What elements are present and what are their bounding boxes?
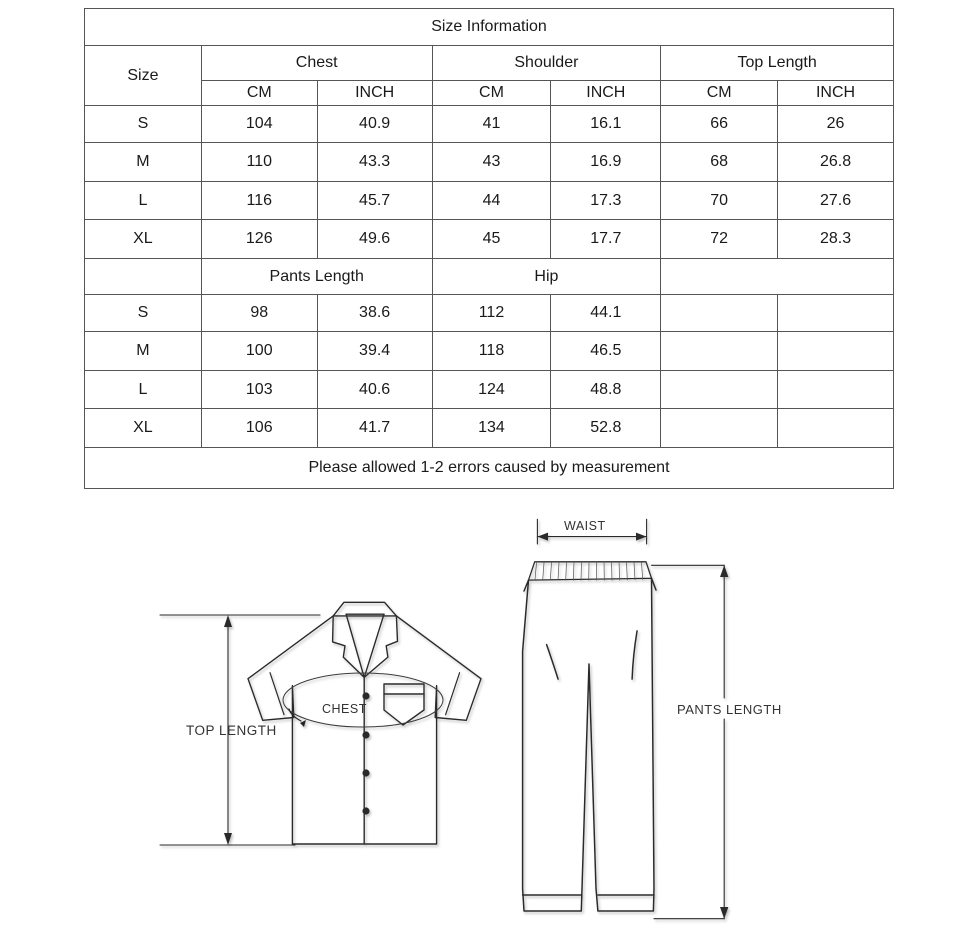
svg-text:PANTS LENGTH: PANTS LENGTH (677, 702, 782, 717)
svg-text:CHEST: CHEST (322, 702, 367, 716)
svg-text:WAIST: WAIST (564, 519, 606, 533)
svg-text:TOP LENGTH: TOP LENGTH (186, 723, 277, 738)
